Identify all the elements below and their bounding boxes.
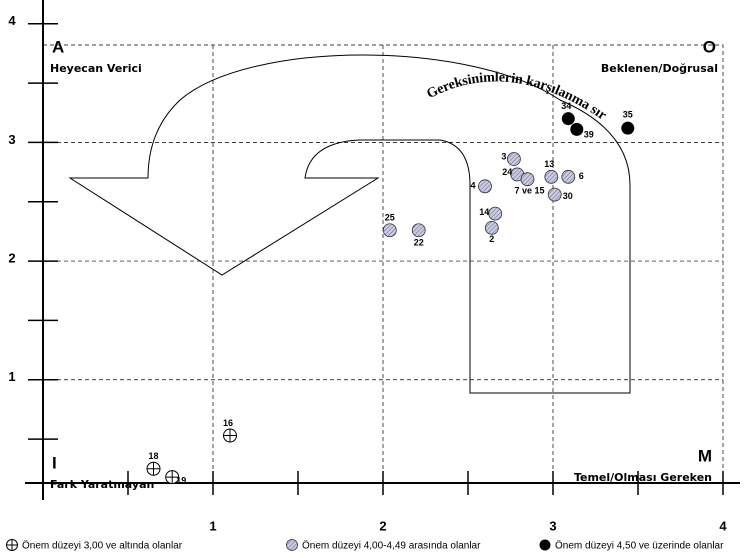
marker-body [479, 180, 492, 193]
marker-body [507, 153, 520, 166]
x-tick-label: 2 [379, 518, 386, 533]
x-tick-label: 4 [719, 518, 727, 533]
marker-body [489, 207, 502, 220]
point-label: 34 [561, 101, 571, 111]
point [570, 123, 583, 136]
point [521, 173, 534, 186]
quadrant-letter: I [52, 453, 57, 472]
point-label: 24 [502, 167, 512, 177]
point-label: 2 [489, 234, 494, 244]
marker-body [287, 540, 298, 551]
legend-marker [540, 540, 551, 551]
point-label: 18 [148, 451, 158, 461]
y-tick-label: 3 [8, 132, 15, 147]
quadrant-letter: O [703, 37, 716, 56]
point-label: 13 [544, 159, 554, 169]
y-tick-label: 1 [8, 369, 15, 384]
point-label: 30 [563, 191, 573, 201]
point-label: 3 [501, 151, 506, 161]
quadrant-label: Beklenen/Doğrusal [601, 62, 718, 75]
point-label: 35 [623, 110, 633, 120]
point [479, 180, 492, 193]
marker-body [562, 170, 575, 183]
x-tick-label: 1 [209, 518, 216, 533]
legend-marker [287, 540, 298, 551]
order-arrow [70, 55, 630, 393]
marker-body [548, 188, 561, 201]
quadrant-letter: M [698, 446, 712, 465]
marker-body [562, 112, 575, 125]
quadrant-label: Fark Yaratmayan [50, 478, 154, 491]
point [548, 188, 561, 201]
point-label: 4 [470, 181, 475, 191]
marker-body [521, 173, 534, 186]
marker-body [621, 122, 634, 135]
quadrant-letter: A [52, 37, 64, 56]
marker-body [545, 170, 558, 183]
point [383, 224, 396, 237]
x-tick-label: 3 [549, 518, 556, 533]
point [489, 207, 502, 220]
marker-body [412, 224, 425, 237]
point [507, 153, 520, 166]
marker-body [485, 221, 498, 234]
point-label: 6 [579, 171, 584, 181]
point-label: 19 [176, 475, 186, 485]
point [224, 429, 237, 442]
point [562, 170, 575, 183]
chart: Gereksinimlerin karşılanma sırası A Heye… [0, 0, 746, 558]
legend-label: Önem düzeyi 4,50 ve üzerinde olanlar [555, 540, 724, 552]
point-label: 39 [584, 130, 594, 140]
point [545, 170, 558, 183]
marker-body [383, 224, 396, 237]
legend-label: Önem düzeyi 3,00 ve altında olanlar [22, 540, 183, 552]
point-label: 25 [385, 213, 395, 223]
point [562, 112, 575, 125]
point [412, 224, 425, 237]
legend-marker [7, 540, 18, 551]
point-label: 7 ve 15 [514, 186, 544, 196]
quadrant-label: Heyecan Verici [50, 62, 142, 75]
y-tick-label: 4 [8, 13, 16, 28]
y-tick-label: 2 [8, 251, 15, 266]
marker-body [540, 540, 551, 551]
point [147, 462, 160, 475]
point [485, 221, 498, 234]
point-label: 16 [223, 418, 233, 428]
point-label: 22 [414, 238, 424, 248]
legend-label: Önem düzeyi 4,00-4,49 arasında olanlar [302, 540, 481, 552]
marker-body [570, 123, 583, 136]
point-label: 14 [479, 207, 489, 217]
point [621, 122, 634, 135]
